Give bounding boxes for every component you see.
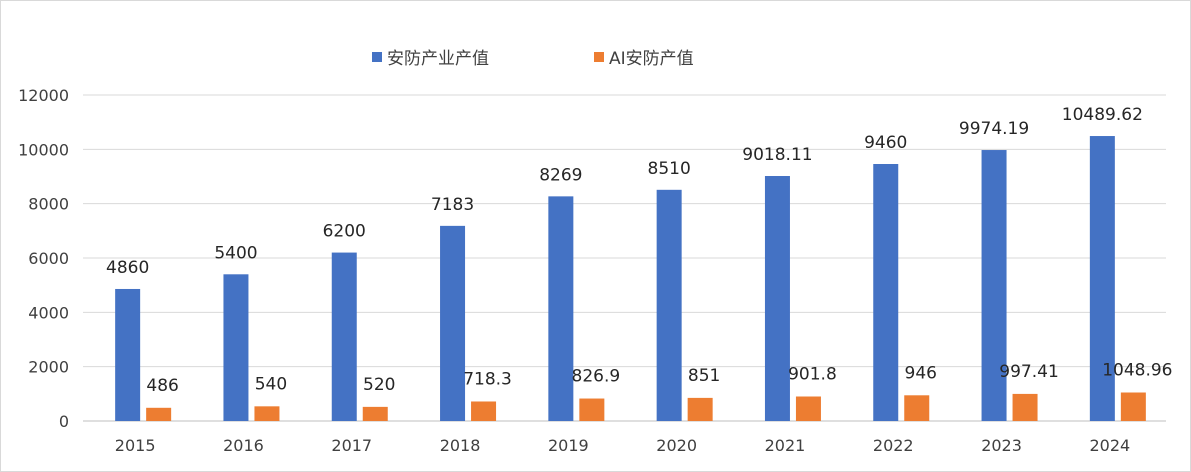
bar-ai-security (1120, 392, 1146, 421)
y-tick-label: 0 (59, 412, 69, 431)
data-label: 901.8 (788, 365, 837, 385)
data-label: 10489.62 (1062, 105, 1143, 125)
x-tick-label: 2023 (981, 436, 1022, 455)
bar-ai-security (1012, 393, 1038, 421)
x-tick-label: 2018 (440, 436, 481, 455)
bar-ai-security (254, 406, 280, 421)
y-tick-label: 8000 (28, 195, 69, 214)
x-tick-label: 2019 (548, 436, 589, 455)
bar-security-industry (331, 252, 357, 421)
x-tick-label: 2020 (656, 436, 697, 455)
bar-ai-security (146, 407, 172, 421)
x-tick-label: 2016 (223, 436, 264, 455)
bar-security-industry (764, 176, 790, 421)
y-tick-label: 10000 (18, 140, 69, 159)
y-tick-label: 2000 (28, 358, 69, 377)
bar-security-industry (115, 288, 141, 421)
data-label: 946 (905, 363, 937, 383)
data-label: 6200 (323, 222, 366, 242)
data-label: 851 (688, 366, 720, 386)
x-axis-ticks: 2015 2016 2017 2018 2019 2020 2021 2022 2023 2024 (115, 436, 1130, 455)
x-tick-label: 2015 (115, 436, 156, 455)
bar-ai-security (904, 395, 930, 421)
y-tick-label: 12000 (18, 86, 69, 105)
gridlines (83, 94, 1166, 422)
x-tick-label: 2021 (765, 436, 806, 455)
bar-ai-security (471, 401, 497, 421)
data-labels: 4860 5400 6200 7183 8269 8510 9018.11 9460 9974.… (106, 105, 1172, 396)
legend-swatch (594, 52, 604, 62)
data-label: 5400 (214, 243, 257, 263)
data-label: 486 (146, 376, 178, 396)
data-label: 540 (255, 374, 287, 394)
data-label: 9460 (864, 133, 907, 153)
x-tick-label: 2022 (873, 436, 914, 455)
bar-security-industry (1089, 136, 1115, 421)
y-axis-ticks: 0 2000 4000 6000 8000 10000 12000 (18, 86, 69, 431)
bar-security-industry (981, 150, 1007, 422)
y-tick-label: 6000 (28, 249, 69, 268)
data-label: 4860 (106, 258, 149, 278)
data-label: 1048.96 (1102, 361, 1172, 381)
bar-security-industry (656, 189, 682, 421)
y-tick-label: 4000 (28, 303, 69, 322)
bar-security-industry (223, 274, 249, 421)
data-label: 8510 (648, 159, 691, 179)
data-label: 8269 (539, 165, 582, 185)
legend-label: 安防产业产值 (387, 49, 489, 69)
bar-security-industry (873, 164, 899, 421)
legend-label: AI安防产值 (609, 49, 694, 69)
data-label: 826.9 (572, 367, 621, 387)
data-label: 9974.19 (959, 119, 1029, 139)
data-label: 9018.11 (742, 145, 812, 165)
x-tick-label: 2024 (1089, 436, 1130, 455)
bar-ai-security (795, 396, 821, 421)
x-tick-label: 2017 (331, 436, 372, 455)
data-label: 718.3 (463, 369, 512, 389)
bar-ai-security (579, 398, 605, 421)
bar-security-industry (548, 196, 574, 421)
legend-swatch (372, 52, 382, 62)
bar-ai-security (362, 406, 388, 421)
legend: 安防产业产值 AI安防产值 (372, 49, 694, 69)
bar-ai-security (687, 397, 713, 421)
data-label: 520 (363, 375, 395, 395)
data-label: 997.41 (999, 362, 1058, 382)
bar-security-industry (440, 225, 466, 421)
data-label: 7183 (431, 195, 474, 215)
bars (115, 136, 1146, 422)
